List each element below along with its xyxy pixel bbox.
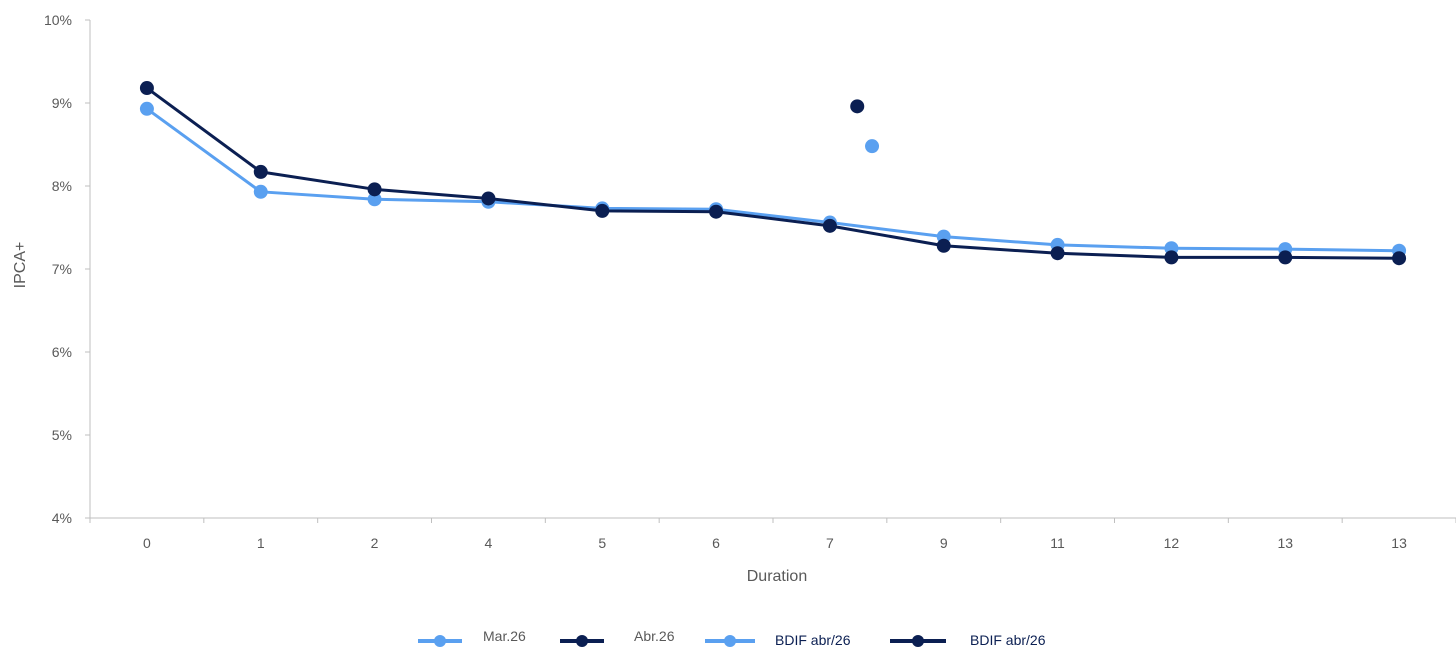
legend-label: BDIF abr/26 — [775, 632, 851, 647]
y-tick-label: 10% — [44, 12, 72, 28]
data-point — [139, 101, 154, 116]
y-tick-label: 9% — [52, 95, 72, 111]
data-point — [253, 164, 268, 179]
x-tick-label: 7 — [826, 535, 834, 551]
x-tick-label: 13 — [1391, 535, 1407, 551]
series-line — [146, 86, 1400, 260]
data-point — [822, 218, 837, 233]
x-tick-label: 11 — [1050, 535, 1065, 551]
x-tick-label: 6 — [712, 535, 720, 551]
data-point — [1164, 250, 1179, 265]
data-point — [936, 238, 951, 253]
x-tick-label: 13 — [1277, 535, 1293, 551]
data-point — [367, 182, 382, 197]
y-tick-label: 6% — [52, 344, 72, 360]
legend-item: BDIF abr/26 — [705, 632, 851, 647]
data-point — [595, 203, 610, 218]
legend-label: Mar.26 — [483, 628, 526, 644]
series-2 — [865, 139, 880, 154]
legend-marker — [912, 635, 924, 647]
data-point — [865, 139, 880, 154]
y-axis-title: IPCA+ — [12, 242, 29, 289]
legend-label: Abr.26 — [634, 628, 675, 644]
data-point — [367, 192, 382, 207]
y-tick-label: 5% — [52, 427, 72, 443]
x-tick-label: 1 — [257, 535, 265, 551]
x-tick-label: 9 — [940, 535, 948, 551]
legend-item: BDIF abr/26 — [890, 632, 1046, 647]
x-tick-label: 5 — [598, 535, 606, 551]
data-point — [481, 191, 496, 206]
data-point — [709, 204, 724, 219]
series-line — [146, 107, 1400, 253]
y-tick-label: 7% — [52, 261, 72, 277]
legend: Mar.26 Abr.26 BDIF abr/26 BDIF abr/26 — [418, 628, 1046, 647]
legend-item: Abr.26 — [560, 628, 675, 647]
data-point — [1392, 251, 1407, 266]
data-point — [139, 81, 154, 96]
x-tick-label: 0 — [143, 535, 151, 551]
series-1 — [139, 81, 1407, 266]
data-point — [1278, 250, 1293, 265]
y-tick-label: 4% — [52, 510, 72, 526]
x-axis-title: Duration — [747, 568, 807, 585]
legend-item: Mar.26 — [418, 628, 526, 647]
series-0 — [139, 101, 1407, 258]
series-3 — [850, 99, 865, 114]
data-point — [1050, 246, 1065, 261]
x-tick-label: 4 — [485, 535, 493, 551]
legend-marker — [724, 635, 736, 647]
data-point — [850, 99, 865, 114]
series-layer — [139, 81, 1407, 266]
legend-marker — [434, 635, 446, 647]
legend-label: BDIF abr/26 — [970, 632, 1046, 647]
x-tick-label: 2 — [371, 535, 379, 551]
x-tick-label: 12 — [1164, 535, 1180, 551]
axes: 4%5%6%7%8%9%10%0 1 2 4 5 6 7 9 11 12 13 13 — [44, 12, 1456, 551]
data-point — [253, 184, 268, 199]
y-tick-label: 8% — [52, 178, 72, 194]
legend-marker — [576, 635, 588, 647]
